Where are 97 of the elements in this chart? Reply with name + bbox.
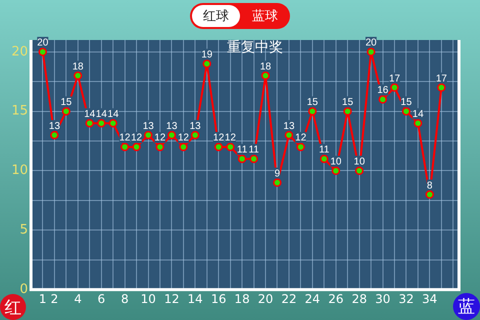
data-label: 10 (354, 156, 366, 168)
data-label: 13 (190, 120, 202, 132)
y-tick-label: 15 (11, 104, 28, 119)
x-tick-label: 10 (140, 292, 156, 306)
x-tick-label: 30 (375, 292, 390, 306)
chart-title: 重复中奖 (227, 40, 283, 56)
data-label: 15 (342, 97, 354, 108)
data-label: 9 (274, 168, 280, 180)
point (85, 118, 94, 128)
point (390, 83, 399, 92)
point (214, 142, 223, 152)
data-label: 11 (236, 144, 248, 156)
x-tick-label: 26 (328, 292, 344, 306)
data-label: 10 (330, 156, 342, 168)
x-tick-label: 24 (304, 292, 320, 306)
point (238, 154, 246, 164)
data-label: 15 (306, 97, 318, 108)
point (50, 130, 59, 140)
x-tick-label: 14 (188, 292, 203, 306)
data-label: 13 (48, 120, 60, 132)
x-tick-label: 2 (50, 292, 58, 306)
data-label: 12 (213, 132, 225, 144)
x-tick-label: 4 (74, 292, 82, 306)
x-tick-label: 16 (210, 292, 226, 306)
data-label: 12 (130, 132, 143, 144)
point (425, 190, 434, 199)
point (308, 107, 317, 116)
round-button: 红 (0, 294, 26, 320)
x-tick-label: 8 (120, 292, 129, 306)
x-tick-label: 20 (258, 292, 274, 306)
data-label: 15 (60, 97, 72, 108)
y-tick-label: 5 (20, 222, 28, 238)
point (97, 118, 106, 128)
point (355, 166, 364, 175)
point (332, 166, 340, 175)
y-tick-label: 20 (11, 44, 28, 60)
point (284, 130, 294, 140)
data-label: 20 (37, 38, 49, 49)
data-label: 12 (119, 132, 131, 144)
point (190, 130, 200, 140)
x-tick-label: 32 (398, 292, 414, 306)
data-label: 17 (436, 73, 448, 84)
point (179, 142, 188, 152)
point (320, 154, 328, 164)
point (378, 95, 388, 104)
data-label: 14 (412, 108, 424, 120)
data-label: 13 (142, 120, 154, 132)
point (296, 142, 305, 152)
point (167, 130, 176, 140)
data-label: 8 (426, 180, 433, 192)
point (437, 83, 446, 92)
point (414, 118, 422, 128)
y-tick-label: 0 (20, 282, 28, 297)
point (202, 60, 212, 68)
point (366, 48, 376, 56)
point (144, 130, 153, 140)
data-label: 14 (96, 108, 108, 120)
data-label: 12 (178, 132, 190, 144)
data-label: 17 (388, 73, 401, 84)
point (120, 142, 130, 152)
data-label: 18 (260, 61, 272, 72)
point (272, 178, 282, 187)
point (74, 71, 82, 80)
data-label: 16 (377, 85, 389, 96)
data-label: 12 (154, 132, 166, 144)
data-label: 11 (248, 144, 260, 156)
data-label: 20 (365, 38, 378, 49)
data-label: 13 (283, 120, 295, 132)
data-label: 18 (72, 61, 84, 72)
data-label: 11 (318, 144, 330, 156)
point (38, 48, 47, 56)
data-label: 12 (295, 132, 307, 144)
x-tick-label: 34 (422, 292, 438, 306)
point (402, 107, 410, 116)
data-label: 14 (108, 108, 120, 120)
point (250, 154, 258, 164)
point (108, 118, 118, 128)
point (343, 107, 352, 116)
x-tick-label: 18 (234, 292, 250, 306)
x-tick-label: 28 (352, 292, 367, 306)
x-tick-label: 6 (98, 292, 106, 306)
y-tick-label: 10 (11, 163, 28, 178)
data-label: 12 (224, 132, 236, 144)
point (62, 107, 70, 116)
data-label: 15 (400, 97, 412, 108)
x-tick-label: 22 (281, 292, 297, 306)
x-tick-label: 12 (164, 292, 180, 306)
point (156, 142, 164, 152)
data-label: 19 (201, 50, 213, 61)
point (261, 71, 270, 80)
x-tick-label: 1 (38, 292, 47, 306)
toggle-switch: 红球 蓝球 (190, 3, 290, 29)
data-label: 13 (166, 120, 178, 132)
data-label: 14 (84, 108, 96, 120)
point (132, 142, 141, 152)
point (226, 142, 235, 152)
round-button: 蓝 (453, 293, 480, 320)
